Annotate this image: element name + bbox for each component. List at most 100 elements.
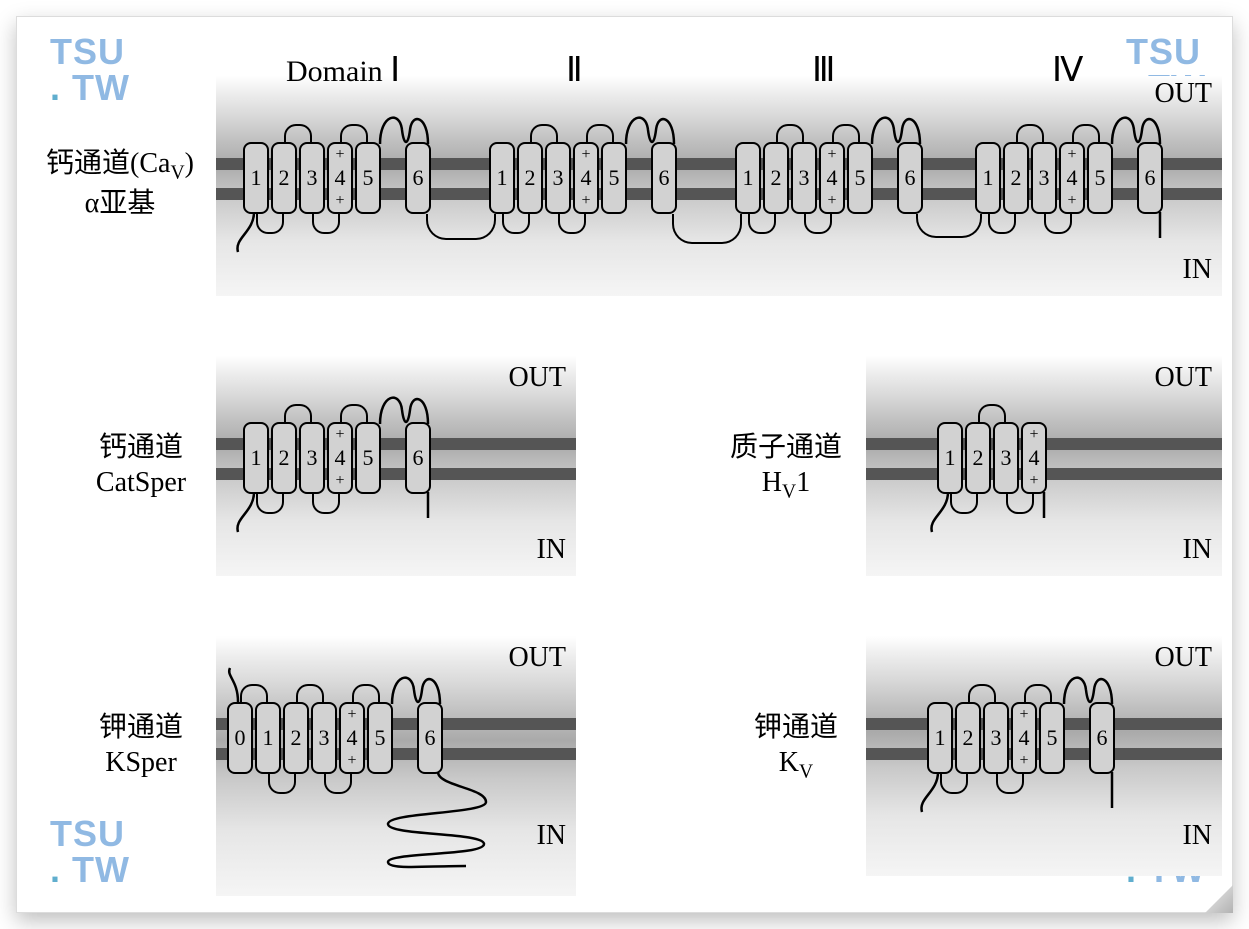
linker <box>1006 494 1034 514</box>
segment: 3 <box>299 422 325 494</box>
in-label: IN <box>536 820 566 852</box>
linker <box>832 124 860 142</box>
segment: 5 <box>847 142 873 214</box>
linker <box>256 214 284 234</box>
watermark-tsu: TSU <box>50 34 130 70</box>
domain-2-label: Ⅱ <box>566 50 583 90</box>
linker <box>1044 214 1072 234</box>
segment-s4: +4+ <box>339 702 365 774</box>
ksper-label: 钾通道 KSper <box>76 710 206 780</box>
segment: 6 <box>1137 142 1163 214</box>
segment: 1 <box>255 702 281 774</box>
segment: 5 <box>355 142 381 214</box>
linker <box>748 214 776 234</box>
segment: 1 <box>243 142 269 214</box>
linker <box>352 684 380 702</box>
segment-s4: +4+ <box>573 142 599 214</box>
segment: 1 <box>927 702 953 774</box>
linker <box>256 494 284 514</box>
kv-segments: 1 2 3 +4+ 5 6 <box>926 702 1116 774</box>
watermark-top-left: TSU . TW <box>50 34 130 106</box>
linker <box>284 124 312 142</box>
segment: 2 <box>1003 142 1029 214</box>
catsper-panel: OUT IN 1 2 3 +4+ 5 6 <box>216 356 576 576</box>
kv-label: 钾通道 KV <box>736 710 856 785</box>
linker <box>988 214 1016 234</box>
segment: 3 <box>993 422 1019 494</box>
interdomain-linker <box>426 214 496 240</box>
out-label: OUT <box>1154 78 1212 110</box>
linker <box>296 684 324 702</box>
domain-4-label: Ⅳ <box>1052 50 1083 90</box>
in-label: IN <box>1182 254 1212 286</box>
linker <box>1072 124 1100 142</box>
segment-s4: +4+ <box>1011 702 1037 774</box>
c-terminus-tail-icon <box>420 492 436 522</box>
segment: 3 <box>299 142 325 214</box>
c-terminus-coil-icon <box>366 772 506 872</box>
out-label: OUT <box>1154 362 1212 394</box>
linker <box>240 684 268 702</box>
linker <box>312 214 340 234</box>
in-label: IN <box>536 534 566 566</box>
diagram-page: TSU . TW TSU . TW TSU . TW TSU . TW OUT … <box>16 16 1233 913</box>
segment-s4: +4+ <box>819 142 845 214</box>
segment-s4: +4+ <box>1059 142 1085 214</box>
segment: 2 <box>955 702 981 774</box>
segment: 3 <box>311 702 337 774</box>
linker <box>776 124 804 142</box>
segment: 3 <box>791 142 817 214</box>
linker <box>530 124 558 142</box>
segment-s4: +4+ <box>1021 422 1047 494</box>
out-label: OUT <box>508 362 566 394</box>
cav-panel: OUT IN Domain Ⅰ Ⅱ Ⅲ Ⅳ 1 2 3 +4+ 5 6 <box>216 76 1222 296</box>
segment: 2 <box>763 142 789 214</box>
kv-panel: OUT IN 1 2 3 +4+ 5 6 <box>866 636 1222 876</box>
c-terminus-tail-icon <box>1152 212 1168 242</box>
segment: 5 <box>367 702 393 774</box>
catsper-segments: 1 2 3 +4+ 5 6 <box>242 422 432 494</box>
segment: 6 <box>897 142 923 214</box>
segment: 5 <box>1087 142 1113 214</box>
segment: 1 <box>735 142 761 214</box>
segment: 0 <box>227 702 253 774</box>
linker <box>284 404 312 422</box>
linker <box>586 124 614 142</box>
segment: 2 <box>271 142 297 214</box>
page-curl-icon <box>1205 885 1233 913</box>
segment: 1 <box>243 422 269 494</box>
interdomain-linker <box>916 214 982 238</box>
segment: 2 <box>517 142 543 214</box>
domain-1-label: Domain Ⅰ <box>286 50 400 90</box>
segment: 1 <box>975 142 1001 214</box>
watermark-tw: . TW <box>50 70 130 106</box>
segment: 5 <box>355 422 381 494</box>
linker <box>312 494 340 514</box>
segment: 5 <box>1039 702 1065 774</box>
linker <box>950 494 978 514</box>
linker <box>324 774 352 794</box>
c-terminus-tail-icon <box>1036 492 1052 522</box>
linker <box>978 404 1006 422</box>
linker <box>340 124 368 142</box>
hv1-segments: 1 2 3 +4+ <box>936 422 1048 494</box>
segment: 5 <box>601 142 627 214</box>
segment: 3 <box>1031 142 1057 214</box>
out-label: OUT <box>508 642 566 674</box>
segment: 1 <box>489 142 515 214</box>
segment: 6 <box>651 142 677 214</box>
segment: 3 <box>983 702 1009 774</box>
segment: 6 <box>405 422 431 494</box>
in-label: IN <box>1182 534 1212 566</box>
linker <box>502 214 530 234</box>
segment: 2 <box>283 702 309 774</box>
linker <box>940 774 968 794</box>
c-terminus-tail-icon <box>1104 772 1120 812</box>
cav-label: 钙通道(CaV) α亚基 <box>30 146 210 221</box>
watermark-bottom-left: TSU . TW <box>50 816 130 888</box>
linker <box>1024 684 1052 702</box>
catsper-label: 钙通道 CatSper <box>76 430 206 500</box>
linker <box>558 214 586 234</box>
linker <box>804 214 832 234</box>
linker <box>268 774 296 794</box>
